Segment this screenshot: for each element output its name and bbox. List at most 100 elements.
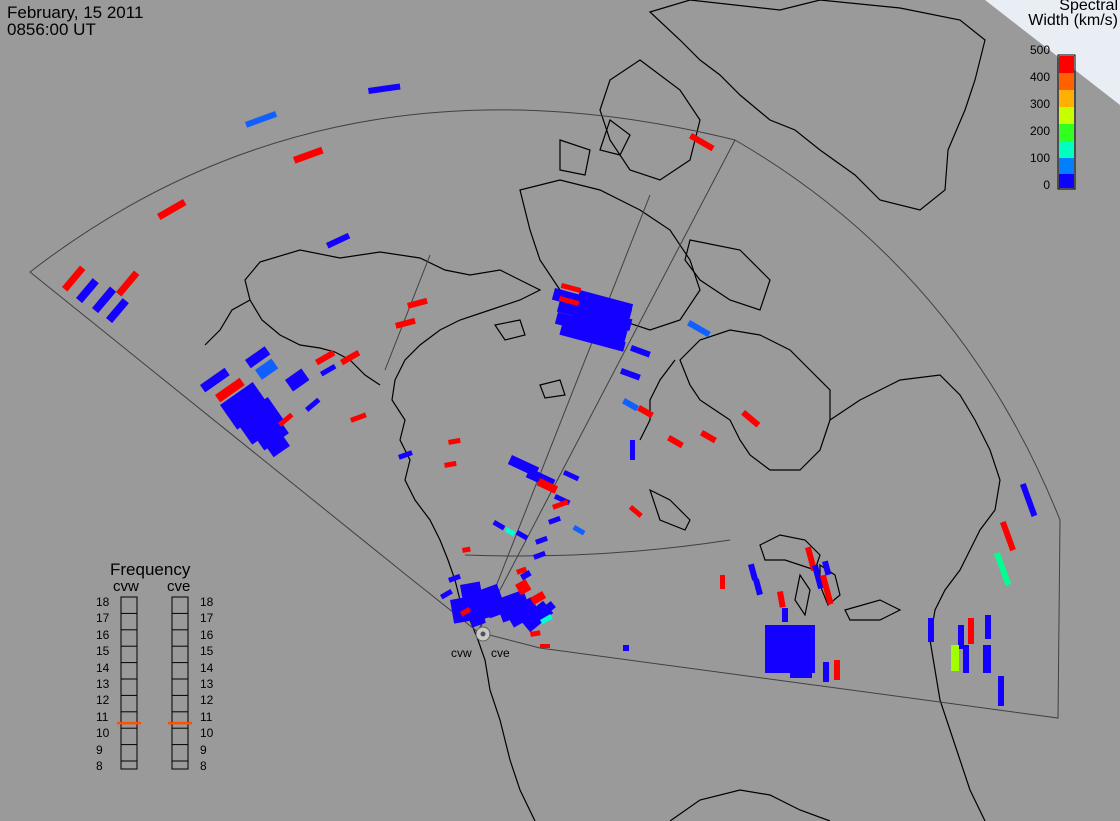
- backscatter-cell: [448, 437, 461, 445]
- backscatter-cell: [782, 608, 788, 622]
- radar-sites: [475, 626, 491, 642]
- frequency-columns: [120, 596, 189, 770]
- frequency-tick-right: 17: [200, 611, 214, 626]
- frequency-tick-left: 10: [96, 726, 110, 741]
- backscatter-cell: [983, 645, 991, 673]
- backscatter-cell: [554, 312, 628, 343]
- backscatter-cell: [245, 111, 278, 128]
- backscatter-cell: [748, 563, 758, 581]
- backscatter-cell: [560, 283, 582, 294]
- backscatter-cell: [562, 470, 580, 482]
- backscatter-cell: [539, 613, 553, 625]
- backscatter-cell: [552, 499, 569, 510]
- frequency-tick-right: 16: [200, 627, 214, 642]
- radar-name-cvw: cvw: [113, 578, 139, 595]
- frequency-grid: [121, 612, 188, 762]
- polar-corner: [985, 0, 1120, 105]
- site-label-cvw: cvw: [451, 646, 472, 660]
- backscatter-cell: [215, 377, 245, 403]
- backscatter-cell: [535, 535, 548, 545]
- backscatter-cell: [998, 676, 1004, 706]
- backscatter-cell: [515, 530, 529, 541]
- backscatter-cell: [440, 589, 453, 600]
- backscatter-cell: [630, 440, 635, 460]
- backscatter-cell: [994, 551, 1012, 586]
- backscatter-cell: [777, 590, 786, 608]
- backscatter-cell: [62, 265, 86, 292]
- frequency-tick-left: 11: [96, 709, 109, 724]
- frequency-tick-left: 18: [96, 595, 110, 609]
- backscatter-cells: [62, 83, 1038, 706]
- backscatter-cell: [492, 520, 506, 531]
- backscatter-cell: [470, 615, 486, 628]
- backscatter-cell: [244, 346, 271, 369]
- backscatter-cell: [958, 625, 964, 649]
- backscatter-cell: [985, 615, 991, 639]
- legend-tick: 0: [1043, 178, 1050, 192]
- backscatter-cell: [533, 550, 546, 560]
- backscatter-cell: [350, 412, 367, 423]
- backscatter-cell: [790, 640, 812, 678]
- backscatter-cell: [530, 591, 547, 605]
- backscatter-cell: [720, 575, 725, 589]
- backscatter-cell: [320, 364, 337, 377]
- backscatter-cell: [515, 579, 532, 596]
- backscatter-cell: [504, 597, 540, 628]
- frequency-tick-right: 14: [200, 660, 214, 675]
- backscatter-cell: [504, 527, 516, 537]
- radar-name-cve: cve: [167, 578, 191, 595]
- frequency-tick-right: 10: [200, 726, 214, 741]
- backscatter-cell: [315, 350, 336, 366]
- backscatter-cell: [339, 350, 361, 366]
- backscatter-cell: [687, 319, 711, 338]
- backscatter-cell: [968, 618, 974, 644]
- backscatter-cell: [200, 367, 230, 393]
- frequency-tick-right: 11: [200, 709, 213, 724]
- colorbar: [1057, 54, 1076, 190]
- backscatter-cell: [448, 573, 461, 583]
- backscatter-cell: [536, 478, 559, 494]
- frequency-tick-left: 17: [96, 611, 110, 626]
- coastlines: [204, 0, 1001, 821]
- frequency-tick-right: 13: [200, 677, 214, 691]
- frequency-tick-right: 18: [200, 595, 214, 609]
- backscatter-cell: [572, 525, 586, 536]
- backscatter-cell: [293, 146, 324, 164]
- backscatter-cell: [623, 645, 629, 651]
- backscatter-cell: [460, 607, 472, 617]
- frequency-tick-right: 8: [200, 759, 207, 773]
- backscatter-cell: [235, 397, 285, 445]
- backscatter-cell: [407, 297, 428, 309]
- legend-tick: 500: [1029, 43, 1050, 57]
- backscatter-cell: [540, 644, 550, 648]
- backscatter-cell: [530, 630, 541, 637]
- backscatter-cell: [540, 601, 556, 617]
- backscatter-cell: [805, 546, 818, 572]
- legend-tick: 100: [1029, 151, 1050, 165]
- frequency-title: Frequency: [110, 560, 191, 579]
- frequency-tick-right: 12: [200, 693, 214, 708]
- backscatter-cell: [106, 298, 129, 324]
- backscatter-cell: [572, 290, 634, 334]
- backscatter-cell: [444, 460, 457, 468]
- backscatter-cell: [285, 368, 310, 392]
- backscatter-cell: [368, 83, 401, 94]
- backscatter-cell: [637, 405, 654, 419]
- frequency-tick-right: 15: [200, 644, 214, 659]
- backscatter-cell: [559, 325, 626, 352]
- backscatter-cell: [398, 450, 413, 460]
- backscatter-cell: [558, 296, 580, 307]
- backscatter-cell: [264, 433, 290, 458]
- backscatter-cell: [254, 358, 279, 380]
- backscatter-cell: [278, 412, 294, 427]
- backscatter-cell: [462, 546, 471, 553]
- backscatter-cell: [220, 382, 270, 430]
- field-of-view: [29, 109, 1061, 719]
- backscatter-cell: [395, 317, 416, 329]
- frequency-tick-left: 8: [96, 759, 103, 773]
- backscatter-cell: [820, 574, 834, 605]
- backscatter-cell: [622, 398, 639, 412]
- backscatter-cell: [548, 515, 561, 525]
- backscatter-cell: [823, 662, 829, 682]
